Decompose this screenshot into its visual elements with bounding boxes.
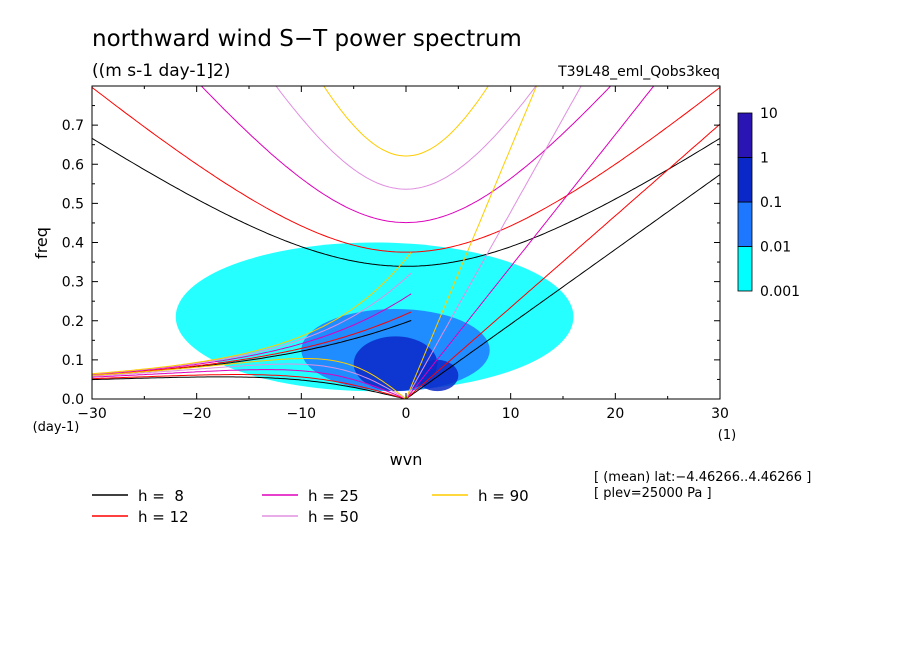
- x-tick-label: −20: [182, 406, 212, 422]
- dispersion-curve-h8-kelvin: [405, 174, 720, 399]
- dispersion-curve-h25-rossby: [92, 369, 407, 399]
- x-tick-label: 20: [606, 406, 624, 422]
- colorbar-segment: [737, 157, 753, 203]
- colorbar-label: 10: [760, 106, 778, 122]
- dispersion-curve-h25-mrg: [92, 293, 412, 375]
- legend: h = 8 h = 12 h = 25 h = 50 h = 90: [92, 487, 529, 526]
- dispersion-curve-h50-rossby: [92, 363, 407, 399]
- dispersion-curve-h12-kelvin: [405, 123, 720, 399]
- experiment-label: T39L48_eml_Qobs3keq: [557, 64, 720, 80]
- colorbar-label: 0.01: [760, 240, 791, 256]
- x-axis-label: wvn: [390, 450, 423, 469]
- legend-label-h8: h = 8: [138, 487, 184, 505]
- chart-title: northward wind S−T power spectrum: [92, 26, 522, 52]
- power-region-2: [353, 336, 438, 392]
- dispersion-curve-h50-igw: [275, 86, 537, 190]
- x-tick-label: 10: [502, 406, 520, 422]
- colorbar-label: 0.1: [760, 195, 782, 211]
- colorbar-segment: [737, 201, 753, 247]
- x-tick-label: 0: [402, 406, 411, 422]
- y-tick-label: 0.4: [62, 236, 84, 252]
- dispersion-curve-h50-kelvin: [405, 86, 582, 399]
- chart-units: ((m s-1 day-1]2): [92, 61, 230, 81]
- y-tick-label: 0.3: [62, 275, 84, 291]
- dispersion-curve-h90-kelvin: [405, 86, 538, 399]
- dispersion-curve-h12-igw: [92, 87, 720, 253]
- x-tick-label: −30: [77, 406, 107, 422]
- colorbar-segment: [737, 246, 753, 292]
- y-tick-label: 0.5: [62, 196, 84, 212]
- power-region-3: [416, 359, 459, 392]
- dispersion-curve-h12-rossby: [92, 374, 407, 399]
- y-tick-label: 0.6: [62, 157, 84, 173]
- x-tick-label: −10: [287, 406, 317, 422]
- y-tick-label: 0.2: [62, 314, 84, 330]
- colorbar: 0.001 0.01 0.1 1 10: [737, 106, 800, 300]
- y-unit-label: (day-1): [33, 420, 80, 435]
- legend-label-h90: h = 90: [478, 487, 529, 505]
- plot-area: −30 −20 −10 0 10 20 30 0.0 0.1 0.2 0.3 0.4 0.5 0.6 0.…: [62, 85, 729, 422]
- annotation-lat: [ (mean) lat:−4.46266..4.46266 ]: [594, 470, 811, 485]
- dispersion-curve-h25-igw: [200, 86, 612, 224]
- colorbar-segment: [737, 112, 753, 158]
- x-tick-label: 30: [711, 406, 729, 422]
- annotation-plev: [ plev=25000 Pa ]: [594, 486, 712, 501]
- y-tick-label: 0.7: [62, 118, 84, 134]
- y-axis-label: freq: [32, 227, 51, 259]
- dispersion-curve-h8-igw: [92, 137, 720, 267]
- y-tick-label: 0.0: [62, 392, 84, 408]
- dispersion-curve-h8-rossby: [92, 376, 407, 399]
- dispersion-curve-h25-kelvin: [405, 86, 655, 399]
- colorbar-label: 0.001: [760, 284, 800, 300]
- dispersion-curve-h12-mrg: [92, 311, 412, 376]
- legend-label-h50: h = 50: [308, 508, 359, 526]
- y-tick-label: 0.1: [62, 353, 84, 369]
- legend-label-h25: h = 25: [308, 487, 359, 505]
- dispersion-curve-h90-igw: [323, 86, 489, 157]
- dispersion-curve-h90-rossby: [92, 358, 407, 399]
- dispersion-curve-h90-mrg: [92, 251, 412, 375]
- x-unit-label: (1): [718, 428, 736, 443]
- legend-label-h12: h = 12: [138, 508, 189, 526]
- colorbar-label: 1: [760, 151, 769, 167]
